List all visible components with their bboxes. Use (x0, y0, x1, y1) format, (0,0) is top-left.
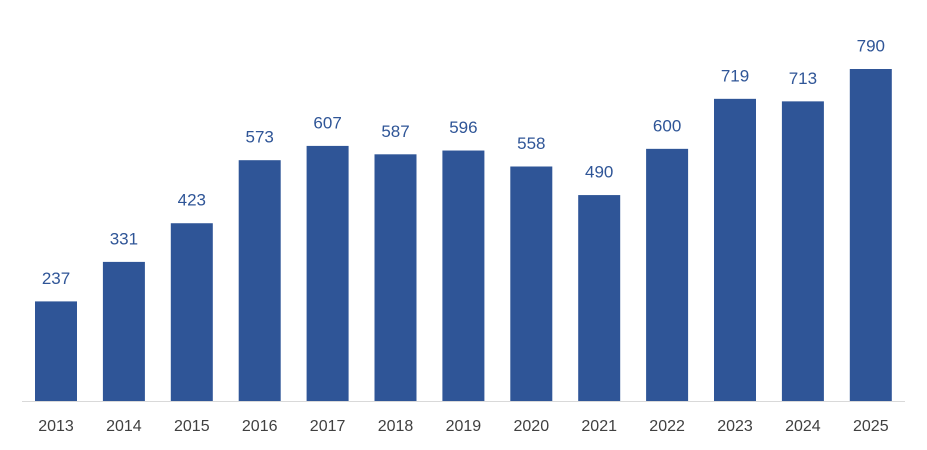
x-tick-label: 2021 (581, 418, 617, 435)
bar (510, 166, 553, 401)
x-tick-label: 2020 (514, 418, 550, 435)
bar (442, 150, 485, 401)
x-tick-label: 2025 (853, 418, 889, 435)
x-tick-label: 2014 (106, 418, 142, 435)
x-tick-label: 2013 (38, 418, 74, 435)
bar (849, 69, 892, 401)
data-label: 331 (110, 229, 138, 248)
bar (646, 148, 689, 401)
x-tick-label: 2024 (785, 418, 821, 435)
x-tick-label: 2022 (649, 418, 685, 435)
bar (578, 195, 621, 401)
data-label: 573 (246, 128, 274, 147)
data-label: 607 (313, 113, 341, 132)
x-tick-label: 2015 (174, 418, 210, 435)
data-label: 719 (721, 66, 749, 85)
bar (170, 223, 213, 401)
x-tick-label: 2019 (446, 418, 482, 435)
bar (102, 261, 145, 401)
data-label: 596 (449, 118, 477, 137)
bar (374, 154, 417, 401)
bar (35, 301, 77, 401)
data-label: 423 (178, 191, 206, 210)
bar (781, 101, 824, 401)
data-label: 237 (42, 269, 70, 288)
x-tick-label: 2016 (242, 418, 278, 435)
bar (238, 160, 281, 401)
data-label: 587 (381, 122, 409, 141)
x-tick-label: 2017 (310, 418, 346, 435)
data-label: 600 (653, 116, 681, 135)
x-tick-label: 2018 (378, 418, 414, 435)
data-label: 558 (517, 134, 545, 153)
data-label: 490 (585, 163, 613, 182)
data-label: 790 (857, 36, 885, 55)
x-tick-label: 2023 (717, 418, 753, 435)
bar (714, 98, 756, 401)
data-label: 713 (789, 69, 817, 88)
bar (306, 145, 349, 401)
